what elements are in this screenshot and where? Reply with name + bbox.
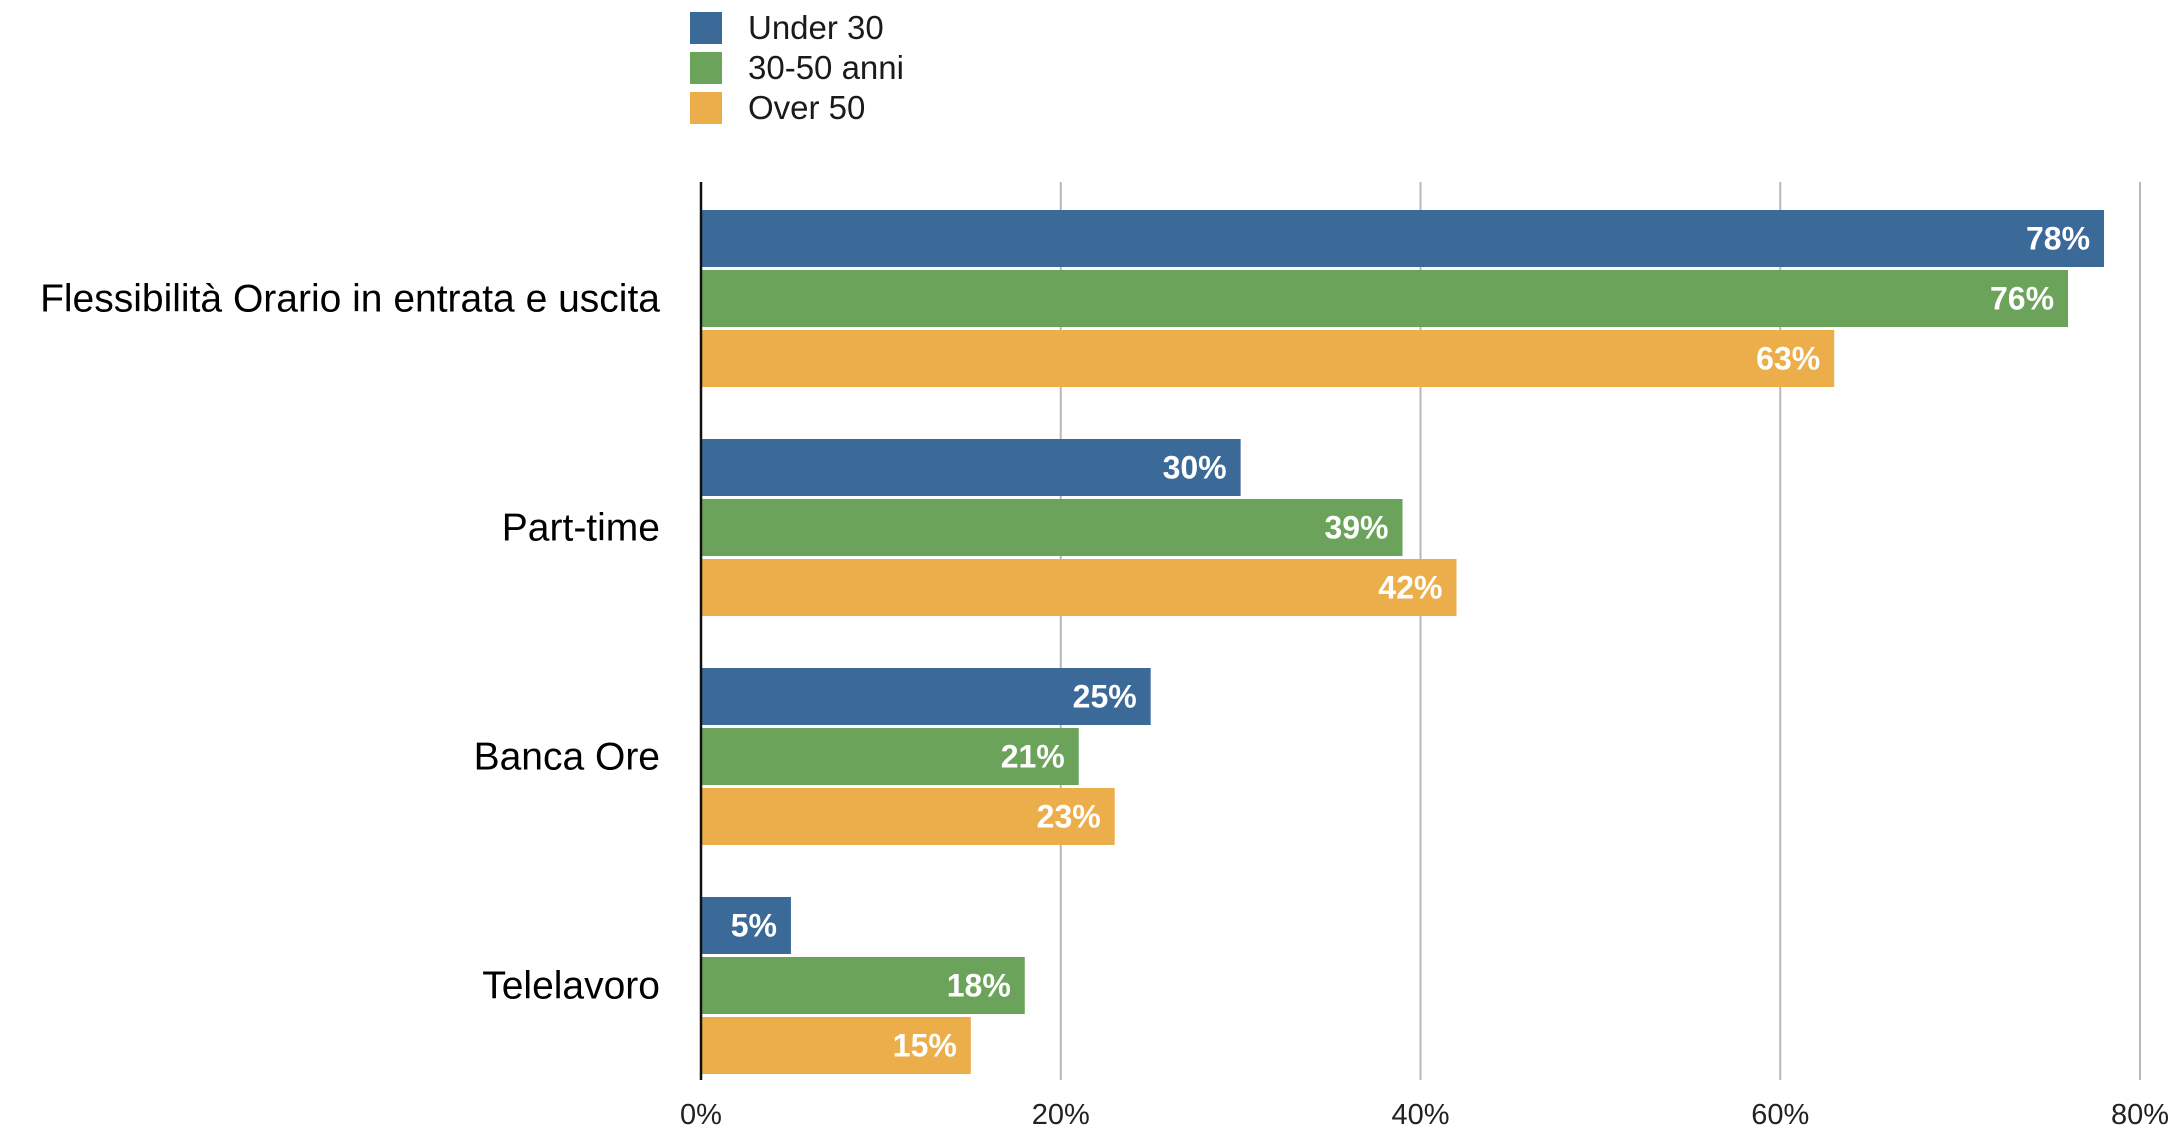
bar-value-label: 76% (1990, 281, 2054, 317)
legend-swatch (690, 52, 722, 84)
bar-value-label: 30% (1163, 450, 1227, 486)
legend-swatch (690, 12, 722, 44)
legend-label: Over 50 (748, 89, 866, 126)
bar-value-label: 18% (947, 968, 1011, 1004)
category-label: Flessibilità Orario in entrata e uscita (40, 278, 660, 321)
category-label: Banca Ore (474, 736, 660, 779)
bar (701, 439, 1241, 496)
bar (701, 559, 1457, 616)
bars: 78% 76% 63% 30% 39% 42% 25%21% 23% 5% 18% 15% (701, 210, 2105, 1074)
legend: Under 30 30-50 anni Over 50 (690, 8, 904, 128)
bar (701, 270, 2069, 327)
category-label: Part-time (502, 507, 660, 550)
legend-label: 30-50 anni (748, 49, 904, 86)
bar-value-label: 23% (1037, 799, 1101, 835)
legend-item: Under 30 (690, 8, 904, 48)
legend-swatch (690, 92, 722, 124)
category-labels: Flessibilità Orario in entrata e uscita P… (40, 278, 660, 1008)
bar (701, 1017, 971, 1074)
bar (701, 330, 1835, 387)
bar-value-label: 78% (2026, 221, 2090, 257)
bar-value-label: 5% (731, 908, 777, 944)
x-tick-label: 80% (2111, 1099, 2169, 1131)
x-tick-label: 40% (1391, 1099, 1449, 1131)
x-tick-labels: 0% 20% 40% 60% 80% (680, 1099, 2169, 1131)
legend-item: 30-50 anni (690, 48, 904, 88)
bar-value-label: 25% (1073, 679, 1137, 715)
bar (701, 728, 1079, 785)
x-tick-label: 60% (1751, 1099, 1809, 1131)
bar-value-label: 15% (893, 1028, 957, 1064)
bar (701, 210, 2105, 267)
bar (701, 499, 1403, 556)
x-tick-label: 20% (1032, 1099, 1090, 1131)
bar (701, 957, 1025, 1014)
legend-label: Under 30 (748, 9, 884, 46)
bar-value-label: 42% (1378, 570, 1442, 606)
x-tick-label: 0% (680, 1099, 722, 1131)
bar-value-label: 63% (1756, 341, 1820, 377)
legend-item: Over 50 (690, 88, 904, 128)
bar (701, 788, 1115, 845)
category-label: Telelavoro (482, 965, 660, 1008)
bar-value-label: 39% (1324, 510, 1388, 546)
bar (701, 897, 791, 954)
bar-value-label: 21% (1001, 739, 1065, 775)
bar (701, 668, 1151, 725)
